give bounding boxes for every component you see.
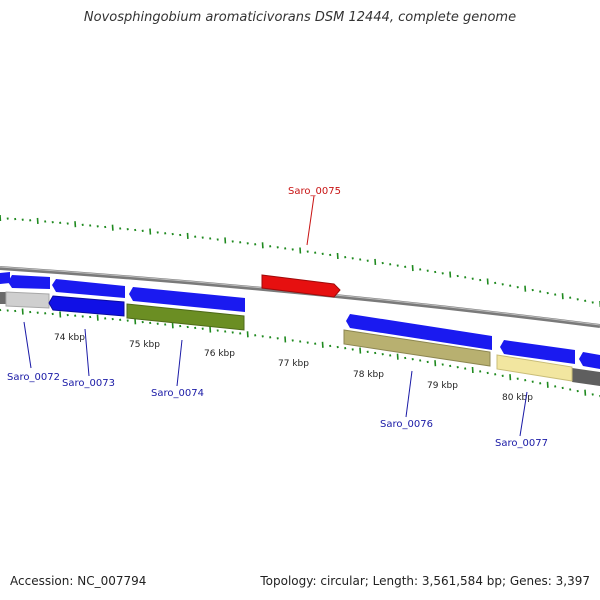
gene-label-saro-0074[interactable]: Saro_0074 — [151, 388, 204, 399]
accession-text: Accession: NC_007794 — [10, 574, 147, 588]
feature-segment — [8, 275, 50, 289]
outer-tick-track — [0, 214, 600, 308]
gene-saro-0077[interactable] — [496, 354, 573, 382]
callout-line-saro-0075 — [306, 195, 315, 246]
tick-label-78: 78 kbp — [353, 370, 384, 380]
callout-line-saro-0077 — [519, 391, 528, 437]
gene-label-saro-0075[interactable]: Saro_0075 — [288, 186, 341, 197]
feature-segment — [0, 272, 10, 284]
callout-line-saro-0076 — [405, 370, 413, 418]
gene-label-saro-0072[interactable]: Saro_0072 — [7, 372, 60, 383]
gene-label-saro-0077[interactable]: Saro_0077 — [495, 438, 548, 449]
gene-track — [5, 274, 573, 382]
tick-label-80: 80 kbp — [502, 393, 533, 403]
callout-line-saro-0073 — [84, 328, 90, 377]
gene-saro-0075[interactable] — [261, 274, 341, 298]
gene-labels: Saro_0072 Saro_0073 Saro_0074 Saro_0075 … — [7, 186, 548, 449]
tick-label-75: 75 kbp — [129, 340, 160, 350]
tick-label-76: 76 kbp — [204, 349, 235, 359]
map-title: Novosphingobium aromaticivorans DSM 1244… — [83, 10, 517, 25]
inner-tick-track — [0, 308, 600, 398]
gene-saro-0073[interactable] — [48, 295, 125, 317]
scale-labels: 74 kbp 75 kbp 76 kbp 77 kbp 78 kbp 79 kb… — [54, 333, 533, 403]
callout-lines — [23, 195, 528, 437]
feature-segment — [346, 314, 492, 350]
gene-saro-0074[interactable] — [126, 303, 245, 331]
feature-segment — [579, 352, 600, 369]
genome-summary-text: Topology: circular; Length: 3,561,584 bp… — [260, 574, 590, 588]
tick-label-74: 74 kbp — [54, 333, 85, 343]
feature-track — [0, 272, 600, 386]
feature-segment — [0, 292, 6, 304]
gene-saro-0072[interactable] — [5, 291, 50, 309]
callout-line-saro-0074 — [176, 339, 183, 387]
tick-label-77: 77 kbp — [278, 359, 309, 369]
callout-line-saro-0072 — [23, 321, 32, 369]
feature-segment — [129, 287, 245, 312]
gene-label-saro-0073[interactable]: Saro_0073 — [62, 378, 115, 389]
gene-label-saro-0076[interactable]: Saro_0076 — [380, 419, 433, 430]
feature-segment — [500, 340, 575, 364]
feature-segment — [572, 368, 600, 386]
tick-label-79: 79 kbp — [427, 381, 458, 391]
gene-saro-0076[interactable] — [343, 329, 491, 367]
feature-segment — [52, 279, 125, 298]
